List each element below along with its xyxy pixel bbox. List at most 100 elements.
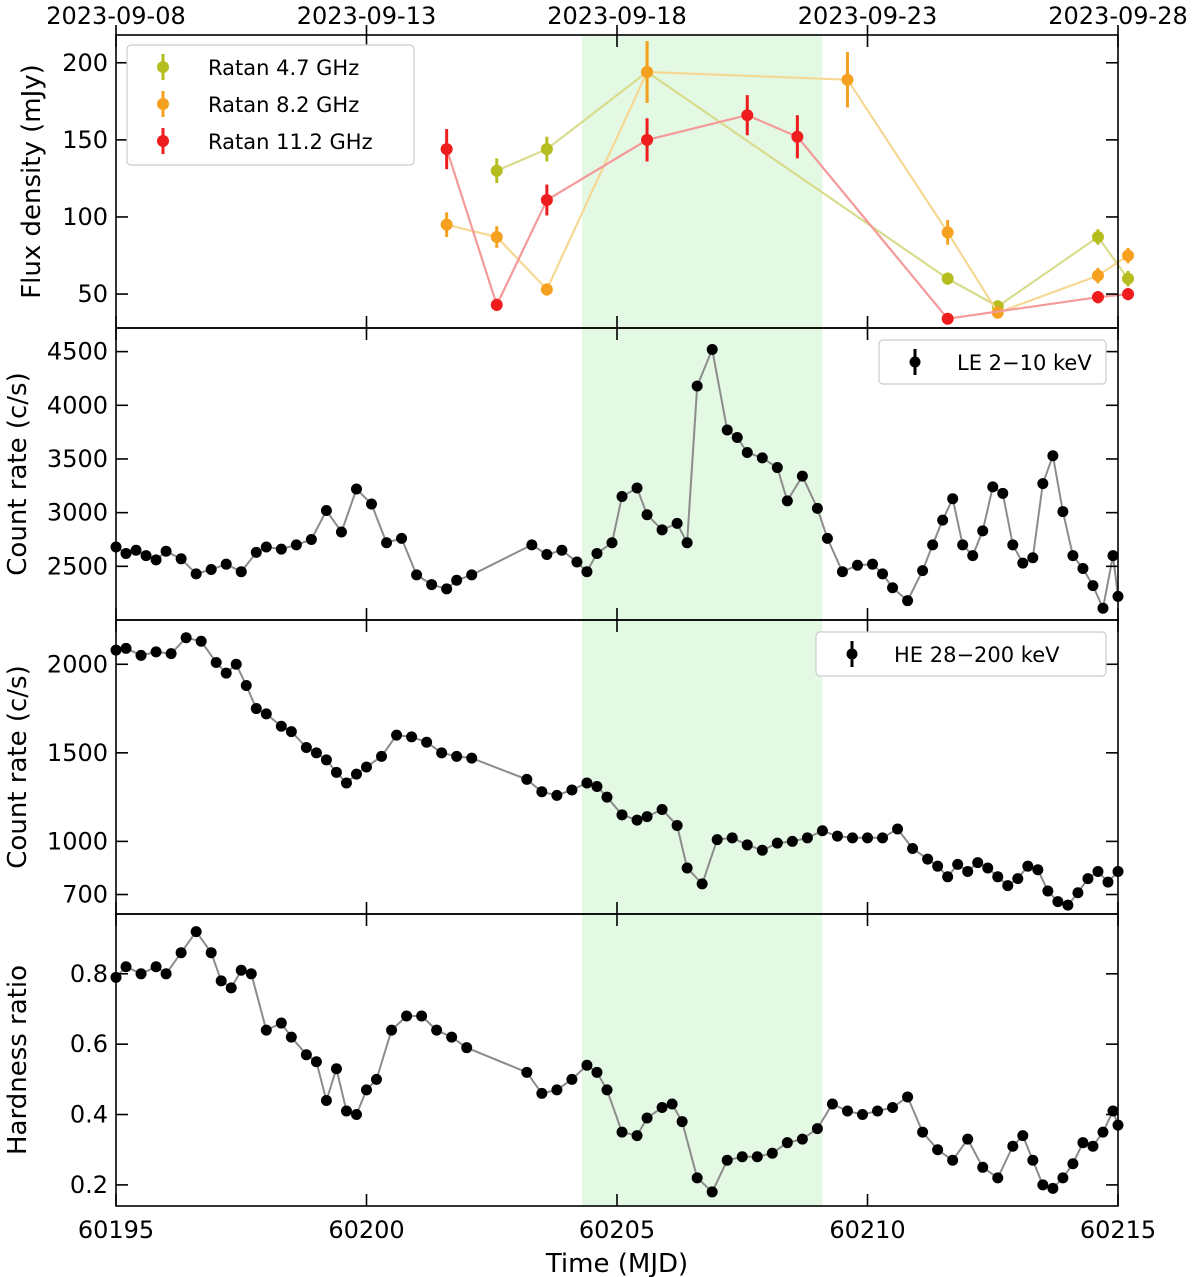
le-data-point <box>541 549 553 561</box>
hardness-data-point <box>330 1063 342 1075</box>
le-data-point <box>350 483 362 495</box>
hardness-ytick-label: 0.2 <box>70 1171 108 1199</box>
hardness-data-point <box>992 1172 1004 1184</box>
x-tick-label: 60195 <box>78 1216 154 1244</box>
radio-legend-box <box>126 44 415 166</box>
top-date-label: 2023-09-13 <box>297 2 436 30</box>
radio-data-point <box>791 130 804 143</box>
he-data-point <box>566 784 578 796</box>
he-data-point <box>907 842 919 854</box>
he-data-point <box>1032 864 1044 876</box>
le-data-point <box>290 539 302 551</box>
he-data-point <box>250 703 262 715</box>
le-data-point <box>451 574 463 586</box>
he-data-point <box>376 750 388 762</box>
he-data-point <box>285 726 297 738</box>
he-legend-box <box>815 631 1107 677</box>
hardness-data-point <box>676 1116 688 1128</box>
he-data-point <box>877 832 889 844</box>
hardness-data-point <box>566 1073 578 1085</box>
le-ytick-label: 4500 <box>47 338 108 366</box>
he-data-point <box>340 777 352 789</box>
le-data-point <box>260 541 272 553</box>
x-axis-label: Time (MJD) <box>545 1249 688 1277</box>
hardness-data-point <box>932 1144 944 1156</box>
le-data-point <box>721 424 733 436</box>
he-data-point <box>801 832 813 844</box>
hardness-data-point <box>245 968 257 980</box>
hardness-data-point <box>310 1056 322 1068</box>
hardness-data-point <box>641 1112 653 1124</box>
he-data-point <box>616 809 628 821</box>
radio-legend-marker <box>157 135 169 147</box>
he-ytick-label: 1000 <box>47 827 108 855</box>
hardness-data-point <box>551 1084 563 1096</box>
le-data-point <box>977 525 989 537</box>
hardness-data-point <box>736 1151 748 1163</box>
le-data-point <box>967 550 979 562</box>
hardness-data-point <box>175 947 187 959</box>
le-data-point <box>887 582 899 594</box>
le-data-point <box>641 509 653 521</box>
le-data-point <box>1097 602 1109 614</box>
hardness-data-point <box>205 947 217 959</box>
le-data-point <box>396 532 408 544</box>
he-data-point <box>711 834 723 846</box>
le-data-point <box>466 569 478 581</box>
radio-data-point <box>641 66 654 79</box>
radio-data-point <box>440 143 453 156</box>
he-data-point <box>120 642 132 654</box>
top-date-label: 2023-09-18 <box>547 2 686 30</box>
hardness-data-point <box>721 1154 733 1166</box>
he-data-point <box>240 680 252 692</box>
le-data-point <box>997 487 1009 499</box>
le-data-point <box>441 583 453 595</box>
x-tick-label: 60200 <box>328 1216 404 1244</box>
he-data-point <box>180 632 192 644</box>
he-data-point <box>671 819 683 831</box>
radio-data-point <box>641 133 654 146</box>
he-data-point <box>581 777 593 789</box>
le-data-point <box>1077 562 1089 574</box>
hardness-data-point <box>461 1042 473 1054</box>
hardness-ylabel: Hardness ratio <box>3 965 33 1155</box>
radio-data-point <box>841 73 854 86</box>
le-data-point <box>581 566 593 578</box>
hardness-data-point <box>150 961 162 973</box>
hardness-data-point <box>275 1017 287 1029</box>
hardness-data-point <box>666 1098 678 1110</box>
x-tick-label: 60215 <box>1080 1216 1156 1244</box>
x-tick-label: 60210 <box>829 1216 905 1244</box>
he-ytick-label: 1500 <box>47 739 108 767</box>
he-legend-label: HE 28−200 keV <box>894 643 1060 667</box>
he-data-point <box>350 768 362 780</box>
he-data-point <box>591 780 603 792</box>
le-data-point <box>305 533 317 545</box>
hardness-data-point <box>1037 1179 1049 1191</box>
radio-legend-marker <box>157 61 169 73</box>
hardness-data-point <box>120 961 132 973</box>
radio-ytick-label: 200 <box>62 49 108 77</box>
radio-data-point <box>540 143 553 156</box>
hardness-data-point <box>401 1010 413 1022</box>
hardness-data-point <box>811 1123 823 1135</box>
le-data-point <box>120 547 132 559</box>
le-data-point <box>927 539 939 551</box>
hardness-data-point <box>872 1105 884 1117</box>
he-data-point <box>656 804 668 816</box>
le-data-point <box>937 514 949 526</box>
le-ytick-label: 3000 <box>47 499 108 527</box>
le-ytick-label: 2500 <box>47 552 108 580</box>
hardness-data-point <box>947 1154 959 1166</box>
le-data-point <box>756 452 768 464</box>
hardness-data-point <box>751 1151 763 1163</box>
he-data-point <box>641 811 653 823</box>
he-data-point <box>551 789 563 801</box>
le-data-point <box>616 491 628 503</box>
radio-data-point <box>941 272 954 285</box>
he-data-point <box>681 862 693 874</box>
radio-data-point <box>1122 249 1135 262</box>
le-ytick-label: 3500 <box>47 445 108 473</box>
radio-ylabel: Flux density (mJy) <box>17 64 47 299</box>
he-legend-marker <box>846 648 858 660</box>
